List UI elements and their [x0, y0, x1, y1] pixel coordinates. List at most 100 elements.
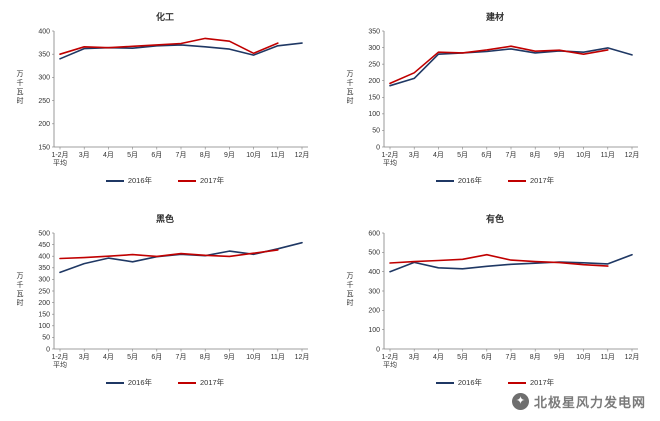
svg-text:12月: 12月	[295, 353, 310, 361]
svg-text:7月: 7月	[176, 353, 187, 361]
svg-text:6月: 6月	[151, 353, 162, 361]
svg-text:5月: 5月	[127, 151, 138, 159]
svg-text:7月: 7月	[506, 353, 517, 361]
chart-legend: 2016年 2017年	[435, 377, 554, 388]
svg-text:10月: 10月	[246, 151, 261, 159]
line-chart: 0 50 100 150 200 250 300 350 400 450 500 1-2月平均 3月 4月…	[38, 230, 310, 369]
svg-text:500: 500	[368, 250, 380, 257]
svg-text:200: 200	[368, 308, 380, 315]
svg-text:8月: 8月	[200, 151, 211, 159]
svg-text:150: 150	[38, 144, 50, 151]
svg-text:200: 200	[38, 121, 50, 128]
chart-legend: 2016年 2017年	[435, 175, 554, 186]
legend-line-swatch	[435, 179, 454, 182]
svg-text:1-2月平均: 1-2月平均	[381, 151, 398, 167]
svg-text:11月: 11月	[601, 151, 615, 159]
y-axis-label: 万千瓦时	[16, 70, 23, 106]
svg-text:300: 300	[38, 277, 50, 284]
chart-title: 建材	[485, 12, 504, 22]
svg-text:600: 600	[368, 230, 380, 237]
svg-text:11月: 11月	[271, 151, 285, 159]
svg-text:400: 400	[38, 28, 50, 35]
svg-text:7月: 7月	[176, 151, 187, 159]
legend-label: 2017年	[530, 378, 555, 387]
svg-text:10月: 10月	[576, 151, 591, 159]
svg-text:200: 200	[38, 300, 50, 307]
svg-text:1-2月平均: 1-2月平均	[381, 353, 398, 369]
svg-text:100: 100	[368, 327, 380, 334]
chart-title: 有色	[485, 214, 504, 224]
svg-text:1-2月平均: 1-2月平均	[51, 151, 68, 167]
svg-text:500: 500	[38, 230, 50, 237]
svg-text:12月: 12月	[625, 353, 640, 361]
svg-text:0: 0	[46, 346, 50, 353]
legend-label: 2016年	[127, 378, 152, 387]
svg-text:5月: 5月	[127, 353, 138, 361]
svg-text:100: 100	[38, 323, 50, 330]
svg-text:4月: 4月	[433, 151, 444, 159]
line-chart: 0 100 200 300 400 500 600 1-2月平均 3月 4月 5月 6月 7月 8月 9月 1…	[368, 230, 640, 369]
chart-huagong: 化工 万千瓦时 150 200 250 300 350 400 1-2月平均 3月 4月 5月 6月…	[0, 6, 330, 208]
svg-text:10月: 10月	[576, 353, 591, 361]
svg-text:11月: 11月	[601, 353, 615, 361]
chart-legend: 2016年 2017年	[105, 377, 224, 388]
svg-text:350: 350	[38, 265, 50, 272]
svg-text:8月: 8月	[530, 353, 541, 361]
y-axis-label: 万千瓦时	[16, 272, 23, 308]
legend-line-swatch	[105, 179, 124, 182]
svg-text:300: 300	[38, 75, 50, 82]
legend-line-swatch	[508, 381, 526, 384]
chart-title: 化工	[155, 12, 174, 22]
y-axis-label: 万千瓦时	[346, 272, 353, 308]
legend-label: 2017年	[530, 176, 555, 185]
svg-text:6月: 6月	[481, 353, 492, 361]
legend-line-swatch	[508, 179, 526, 182]
y-axis-label: 万千瓦时	[346, 70, 353, 106]
chart-legend: 2016年 2017年	[105, 175, 224, 186]
svg-text:3月: 3月	[79, 151, 90, 159]
svg-text:8月: 8月	[530, 151, 541, 159]
svg-text:3月: 3月	[409, 151, 420, 159]
svg-text:50: 50	[42, 335, 50, 342]
svg-text:450: 450	[38, 242, 50, 249]
svg-text:250: 250	[38, 288, 50, 295]
svg-text:0: 0	[376, 346, 380, 353]
watermark-logo-icon: ✦	[511, 393, 529, 410]
svg-text:400: 400	[38, 254, 50, 261]
chart-body: 万千瓦时 0 50 100 150 200 250 300 350 400 450 500 1-2月平…	[14, 226, 316, 376]
legend-item-2017: 2017年	[508, 377, 554, 388]
svg-text:250: 250	[38, 98, 50, 105]
svg-text:4月: 4月	[103, 353, 114, 361]
svg-text:10月: 10月	[246, 353, 261, 361]
svg-text:5月: 5月	[457, 353, 468, 361]
svg-text:7月: 7月	[506, 151, 517, 159]
svg-text:9月: 9月	[554, 353, 565, 361]
legend-item-2016: 2016年	[435, 175, 482, 186]
svg-text:3月: 3月	[409, 353, 420, 361]
legend-item-2017: 2017年	[508, 175, 554, 186]
chart-body: 万千瓦时 150 200 250 300 350 400 1-2月平均 3月 4月 5月 6月 7月 8…	[14, 24, 316, 174]
chart-body: 万千瓦时 0 50 100 150 200 250 300 350 1-2月平均 3月 4月 5月 6月…	[344, 24, 646, 174]
svg-text:3月: 3月	[79, 353, 90, 361]
svg-text:250: 250	[368, 61, 380, 68]
svg-text:4月: 4月	[103, 151, 114, 159]
legend-item-2017: 2017年	[178, 377, 224, 388]
chart-youse: 有色 万千瓦时 0 100 200 300 400 500 600 1-2月平均 3月 4月 5月 6…	[330, 208, 660, 410]
svg-text:150: 150	[368, 95, 380, 102]
svg-text:6月: 6月	[151, 151, 162, 159]
svg-text:0: 0	[376, 144, 380, 151]
chart-jiancai: 建材 万千瓦时 0 50 100 150 200 250 300 350 1-2月平均 3月 4月 5…	[330, 6, 660, 208]
chart-body: 万千瓦时 0 100 200 300 400 500 600 1-2月平均 3月 4月 5月 6月 7月…	[344, 226, 646, 376]
svg-text:5月: 5月	[457, 151, 468, 159]
watermark: ✦ 北极星风力发电网	[511, 392, 646, 411]
svg-text:400: 400	[368, 269, 380, 276]
svg-text:150: 150	[38, 312, 50, 319]
legend-item-2016: 2016年	[105, 175, 152, 186]
svg-text:12月: 12月	[295, 151, 310, 159]
legend-label: 2016年	[457, 176, 482, 185]
legend-line-swatch	[178, 381, 196, 384]
legend-label: 2017年	[200, 378, 225, 387]
legend-item-2016: 2016年	[435, 377, 482, 388]
line-chart: 0 50 100 150 200 250 300 350 1-2月平均 3月 4月 5月 6月 7月 8月 9…	[368, 28, 639, 167]
legend-label: 2016年	[457, 378, 482, 387]
